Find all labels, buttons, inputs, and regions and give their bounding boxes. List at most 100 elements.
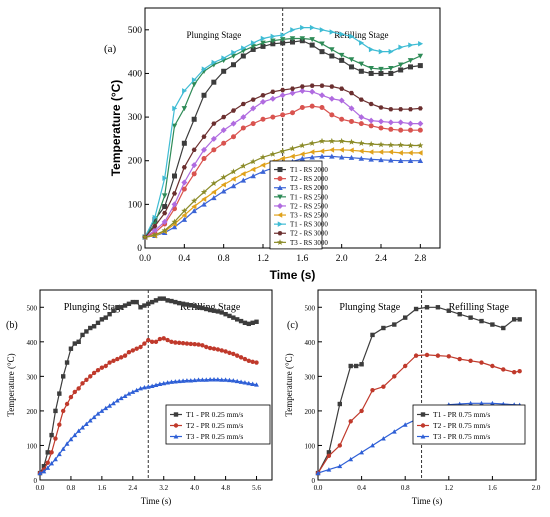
- marker-circle: [115, 356, 120, 362]
- marker-circle: [161, 336, 166, 341]
- marker-circle: [254, 360, 259, 365]
- marker-triangle-left: [388, 149, 394, 155]
- legend: T1 - PR 0.25 mm/s T2 - PR 0.25 mm/s T3 - P…: [165, 404, 271, 445]
- marker-square: [242, 320, 248, 326]
- marker-circle: [111, 358, 116, 364]
- marker-triangle-up: [417, 157, 424, 163]
- chart-panel-a: 0 100 200 300 400 500 0.0 0.4 0.8 1.2 1.6 2.0 2.4 2.8…: [104, 7, 441, 282]
- marker-star: [338, 137, 345, 144]
- marker-square: [479, 318, 484, 324]
- marker-triangle-down: [191, 82, 197, 88]
- marker-square: [142, 303, 147, 308]
- marker-hexagon: [231, 108, 236, 113]
- marker-triangle-left: [211, 189, 217, 195]
- marker-triangle-up: [397, 157, 404, 163]
- marker-circle: [207, 345, 213, 351]
- marker-triangle-right: [250, 40, 256, 46]
- y-tick-label: 500: [305, 304, 316, 312]
- marker-triangle-right: [319, 27, 325, 33]
- marker-circle: [246, 358, 251, 364]
- marker-triangle-up: [391, 429, 397, 434]
- marker-triangle-up: [402, 422, 408, 427]
- marker-diamond: [250, 105, 257, 112]
- x-tick-label: 1.6: [488, 484, 497, 492]
- x-tick-label: 4.0: [190, 484, 199, 492]
- marker-hexagon: [260, 93, 266, 98]
- marker-star: [240, 162, 247, 169]
- marker-triangle-left: [358, 148, 364, 154]
- marker-star: [417, 142, 424, 149]
- marker-triangle-up: [149, 383, 155, 389]
- y-tick-label: 300: [128, 113, 143, 123]
- x-tick-label: 0.8: [401, 484, 410, 492]
- marker-triangle-down: [338, 52, 345, 58]
- marker-triangle-down: [181, 106, 188, 112]
- marker-circle: [215, 347, 221, 352]
- marker-square: [57, 391, 62, 396]
- marker-square: [169, 298, 174, 304]
- marker-diamond: [191, 162, 198, 169]
- series-t2-pr-0-75-mm-s: [315, 352, 522, 476]
- marker-triangle-up: [220, 188, 227, 194]
- y-tick-label: 500: [128, 26, 143, 36]
- x-tick-label: 2.4: [128, 484, 137, 492]
- marker-circle: [184, 341, 190, 346]
- plot-frame: [39, 289, 273, 481]
- marker-square: [240, 53, 246, 59]
- marker-square: [161, 296, 166, 301]
- y-tick-label: 0: [312, 477, 316, 485]
- marker-square: [277, 167, 283, 173]
- marker-square: [200, 305, 205, 311]
- marker-triangle-down: [348, 57, 355, 63]
- marker-square: [153, 298, 159, 303]
- marker-triangle-up: [87, 418, 93, 423]
- x-tick-label: 2.8: [414, 254, 426, 264]
- marker-triangle-right: [368, 46, 374, 53]
- marker-triangle-right: [221, 55, 227, 61]
- marker-triangle-left: [201, 196, 207, 202]
- marker-circle: [84, 377, 89, 383]
- marker-square: [152, 217, 158, 223]
- marker-triangle-up: [37, 470, 43, 476]
- marker-circle: [512, 370, 517, 375]
- marker-diamond: [368, 117, 375, 124]
- marker-circle: [417, 127, 423, 133]
- marker-circle: [64, 401, 70, 407]
- marker-hexagon: [388, 107, 394, 112]
- marker-square: [181, 140, 187, 146]
- marker-square: [172, 173, 177, 179]
- plunging-stage-label: Plunging Stage: [339, 302, 400, 313]
- marker-triangle-up: [107, 403, 113, 408]
- marker-circle: [490, 363, 495, 369]
- marker-star: [358, 140, 365, 146]
- series-t1-rs-2500: [142, 36, 424, 240]
- marker-square: [388, 70, 394, 76]
- legend-label: T2 - PR 0.75 mm/s: [433, 421, 490, 430]
- plunging-stage-label: Plunging Stage: [64, 302, 125, 313]
- marker-triangle-up: [153, 382, 159, 387]
- marker-triangle-down: [358, 61, 365, 67]
- marker-square: [512, 317, 517, 322]
- x-tick-label: 1.6: [97, 484, 106, 492]
- x-axis-label: Time (s): [270, 268, 316, 282]
- legend-label: T2 - RS 2000: [290, 175, 328, 183]
- marker-circle: [142, 341, 147, 346]
- marker-circle: [378, 125, 384, 131]
- marker-triangle-left: [299, 151, 305, 157]
- marker-square: [162, 204, 168, 210]
- marker-square: [146, 301, 151, 307]
- marker-square: [381, 325, 386, 331]
- marker-star: [387, 141, 394, 148]
- marker-circle: [517, 368, 522, 374]
- marker-triangle-right: [349, 33, 355, 40]
- marker-square: [280, 40, 286, 46]
- marker-circle: [177, 340, 182, 346]
- marker-circle: [339, 116, 345, 122]
- marker-square: [80, 332, 85, 338]
- marker-triangle-up: [234, 378, 240, 384]
- marker-triangle-up: [468, 400, 474, 406]
- marker-circle: [68, 394, 74, 400]
- marker-triangle-up: [479, 400, 484, 406]
- marker-circle: [61, 408, 66, 414]
- marker-square: [337, 401, 342, 407]
